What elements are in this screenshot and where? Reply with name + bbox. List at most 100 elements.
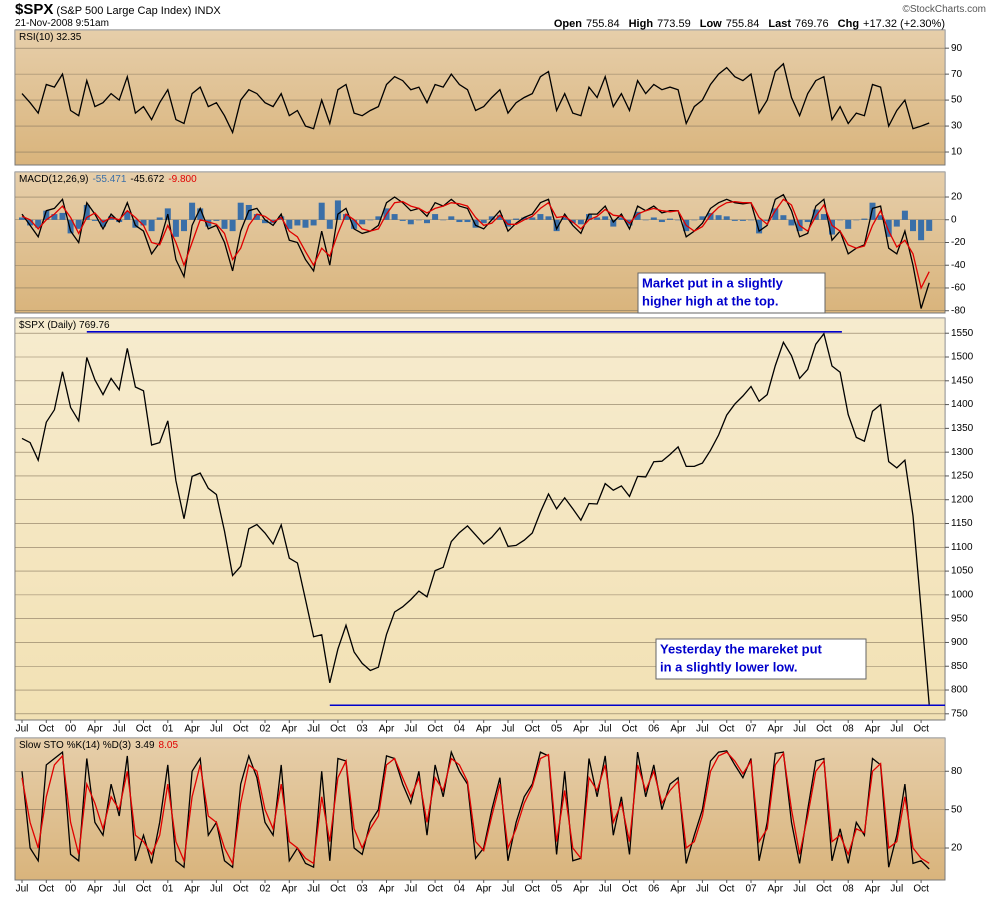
y-tick-label: 50 [951, 95, 963, 106]
x-tick-label: Apr [282, 884, 298, 895]
histogram-bar [375, 216, 382, 220]
histogram-bar [618, 217, 625, 220]
x-tick-label: Oct [719, 724, 735, 735]
x-tick-label: Apr [768, 884, 784, 895]
histogram-bar [424, 219, 430, 224]
histogram-bar [83, 204, 90, 220]
histogram-bar [715, 215, 722, 220]
x-tick-label: 05 [551, 724, 563, 735]
histogram-bar [440, 219, 447, 221]
x-tick-label: Jul [793, 884, 806, 895]
y-tick-label: 800 [951, 685, 968, 696]
histogram-bar [237, 202, 244, 220]
histogram-bar [213, 219, 220, 221]
x-tick-label: Oct [427, 724, 443, 735]
histogram-bar [926, 219, 933, 231]
x-tick-label: Oct [330, 884, 346, 895]
y-tick-label: 950 [951, 613, 968, 624]
histogram-bar [918, 219, 925, 241]
histogram-bar [124, 211, 131, 220]
annotation-text: Yesterday the mareket put [660, 641, 823, 656]
panel-label-value: -45.672 [130, 174, 164, 185]
y-tick-label: 900 [951, 637, 968, 648]
quote: Open 755.84 High 773.59 Low 755.84 Last 769.76 C… [545, 18, 945, 30]
x-tick-label: 02 [259, 884, 271, 895]
histogram-bar [367, 219, 374, 221]
series-line [21, 332, 930, 705]
x-tick-label: Apr [379, 724, 395, 735]
x-tick-label: 08 [843, 724, 855, 735]
y-tick-label: -80 [951, 305, 966, 316]
x-tick-label: Apr [476, 724, 492, 735]
histogram-bar [262, 219, 268, 224]
x-tick-label: Jul [696, 884, 709, 895]
histogram-bar [19, 217, 25, 220]
quote-value: +17.32 (+2.30%) [863, 18, 945, 30]
quote-label: Last [768, 18, 791, 30]
histogram-bar [594, 217, 601, 220]
histogram-bar [731, 219, 738, 221]
histogram-bar [407, 219, 414, 225]
y-tick-label: 1450 [951, 375, 974, 386]
y-tick-label: 1500 [951, 352, 974, 363]
histogram-bar [91, 219, 98, 221]
x-tick-label: Jul [113, 884, 126, 895]
x-tick-label: Oct [525, 724, 541, 735]
histogram-bar [764, 219, 771, 221]
x-tick-label: 04 [454, 724, 466, 735]
histogram-bar [521, 217, 528, 220]
histogram-bar [650, 217, 657, 220]
histogram-bar [67, 219, 74, 234]
histogram-bar [27, 219, 34, 226]
histogram-bar [456, 219, 463, 223]
histogram-bar [205, 219, 212, 227]
quote-value: 755.84 [585, 18, 620, 30]
x-tick-label: Jul [404, 724, 417, 735]
histogram-bar [51, 214, 58, 220]
x-tick-label: 02 [259, 724, 271, 735]
histogram-bar [75, 219, 82, 229]
histogram-bar [748, 219, 754, 221]
histogram-bar [691, 219, 698, 221]
x-tick-label: 07 [745, 724, 757, 735]
histogram-bar [505, 219, 511, 227]
histogram-bar [829, 219, 835, 235]
histogram-bar [253, 214, 260, 220]
date: 21-Nov-2008 9:51am [15, 18, 109, 29]
x-tick-label: Oct [330, 724, 346, 735]
y-tick-label: -20 [951, 237, 966, 248]
histogram-bar [391, 214, 398, 220]
annotation-box [655, 638, 867, 680]
quote-label: Chg [837, 18, 860, 30]
histogram-bar [140, 219, 147, 226]
histogram-bar [415, 219, 422, 221]
series-line [21, 751, 930, 866]
x-tick-label: Oct [913, 724, 929, 735]
panel-label-text: MACD(12,26,9) [19, 174, 88, 185]
y-tick-label: 70 [951, 69, 963, 80]
x-tick-label: Jul [696, 724, 709, 735]
histogram-bar [634, 211, 641, 220]
x-tick-label: Jul [890, 724, 903, 735]
x-tick-label: Oct [525, 884, 541, 895]
histogram-bar [877, 215, 884, 220]
x-tick-label: Apr [670, 884, 686, 895]
histogram-bar [488, 216, 495, 220]
histogram-bar [910, 219, 916, 232]
histogram-bar [229, 219, 236, 232]
panel-label-value: 8.05 [159, 740, 179, 751]
panel-label: $SPX (Daily) 769.76 [19, 320, 110, 331]
histogram-bar [43, 210, 50, 220]
histogram-bar [667, 218, 673, 220]
x-tick-label: Oct [719, 884, 735, 895]
y-tick-label: 1350 [951, 423, 974, 434]
x-tick-label: Jul [307, 724, 320, 735]
exchange: INDX [194, 5, 221, 17]
x-tick-label: Apr [670, 724, 686, 735]
x-tick-label: Apr [282, 724, 298, 735]
y-tick-label: 10 [951, 147, 963, 158]
x-tick-label: Oct [39, 724, 55, 735]
y-tick-label: 1000 [951, 590, 974, 601]
histogram-bar [464, 219, 471, 223]
